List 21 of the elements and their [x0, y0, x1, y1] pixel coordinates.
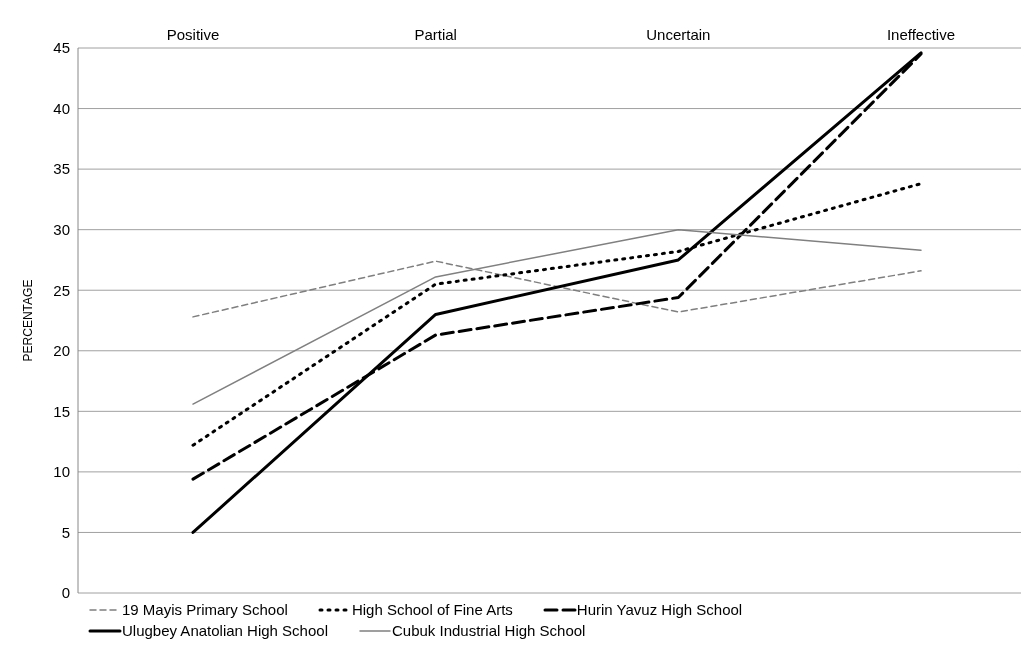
- y-tick-label: 35: [53, 160, 70, 178]
- legend-label: Ulugbey Anatolian High School: [122, 622, 328, 639]
- legend-label: Cubuk Industrial High School: [391, 622, 586, 639]
- y-tick-label: 20: [53, 342, 70, 360]
- y-tick-label: 40: [53, 99, 70, 117]
- legend-label: High School of Fine Arts: [351, 601, 513, 618]
- y-tick-label: 15: [53, 402, 70, 420]
- legend-label: 19 Mayis Primary School: [122, 601, 288, 618]
- x-tick-label: Uncertain: [646, 26, 711, 43]
- y-tick-label: 30: [53, 220, 70, 238]
- y-tick-label: 5: [61, 523, 70, 541]
- y-tick-label: 0: [61, 584, 70, 602]
- legend-label: Hurin Yavuz High School: [576, 601, 743, 618]
- x-tick-label: Positive: [166, 26, 220, 43]
- y-tick-label: 45: [53, 39, 70, 57]
- line-series: [192, 228, 922, 405]
- x-tick-label: Partial: [414, 26, 457, 43]
- y-tick-label: 10: [53, 463, 70, 481]
- y-axis-title: PERCENTAGE: [21, 279, 36, 362]
- y-tick-label: 25: [53, 281, 70, 299]
- x-tick-label: Ineffective: [886, 26, 956, 43]
